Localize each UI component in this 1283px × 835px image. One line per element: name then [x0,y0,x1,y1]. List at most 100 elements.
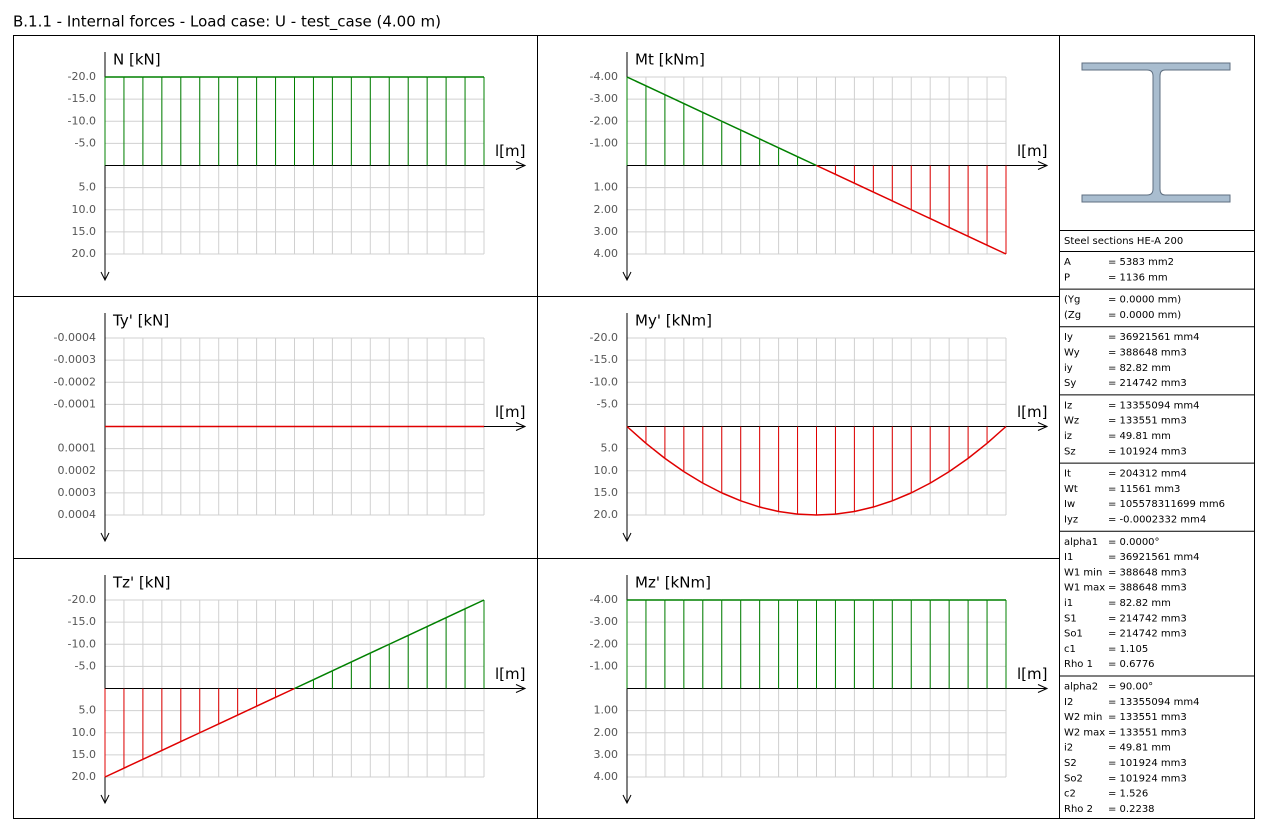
diagram-line [388,634,409,645]
property-value: = 101924 mm3 [1108,758,1187,769]
diagram-line [948,457,969,473]
property-label: A [1064,257,1071,268]
property-value: = 82.82 mm [1108,598,1171,609]
diagram-line [778,147,798,158]
arrow [1037,422,1049,431]
property-label: W1 max [1064,583,1105,594]
y-tick-label: 2.00 [594,726,619,739]
chart-title: My' [kNm] [635,312,712,330]
diagram-line [445,608,466,619]
y-tick-label: -2.00 [590,114,618,127]
diagram-line [161,740,182,752]
x-axis-label: l[m] [1017,403,1047,421]
y-tick-label: 3.00 [594,225,619,238]
property-label: i1 [1064,598,1073,609]
y-tick-label: -10.0 [68,114,96,127]
y-tick-label: -2.00 [590,637,618,650]
diagram-line [464,599,485,610]
arrow [622,532,632,543]
chart-title: Tz' [kN] [112,574,171,592]
property-label: Wz [1064,416,1079,427]
section-shape [1081,62,1231,203]
y-tick-label: 20.0 [594,508,619,521]
property-label: W2 min [1064,712,1102,723]
diagram-line [910,209,931,220]
diagram-line [275,687,295,699]
property-label: I2 [1064,697,1073,708]
arrow [100,271,110,282]
section-name: Steel sections HE-A 200 [1064,236,1183,247]
property-value: = 36921561 mm4 [1108,332,1199,343]
y-tick-label: 20.0 [72,247,97,260]
diagram-line [797,155,817,167]
property-label: Iyz [1064,515,1078,526]
property-value: = 101924 mm3 [1108,773,1187,784]
x-axis-label: l[m] [1017,665,1047,683]
property-label: (Yg [1064,295,1080,306]
diagram-line [778,510,798,515]
y-tick-label: 5.0 [79,181,97,194]
property-value: = 0.0000 mm) [1108,310,1181,321]
diagram-line [683,470,704,484]
property-value: = 1.526 [1108,789,1148,800]
arrow [100,532,110,543]
y-tick-label: 10.0 [594,464,619,477]
y-tick-label: -4.00 [590,70,618,83]
y-tick-label: 15.0 [594,486,619,499]
chart-title: Mz' [kNm] [635,574,711,592]
property-value: = 105578311699 mm6 [1108,499,1225,510]
y-tick-label: 5.0 [601,442,619,455]
y-tick-label: -1.00 [590,659,618,672]
diagram-line [740,500,760,508]
property-label: (Zg [1064,310,1081,321]
diagram-line [816,164,836,176]
arrow [1037,161,1049,170]
chart-title: Ty' [kN] [112,312,169,330]
x-axis-label: l[m] [495,665,525,683]
property-value: = 133551 mm3 [1108,727,1187,738]
property-value: = 11561 mm3 [1108,484,1180,495]
diagram-line [910,482,931,494]
property-value: = 214742 mm3 [1108,629,1187,640]
property-value: = 1136 mm [1108,272,1168,283]
property-value: = 49.81 mm [1108,743,1171,754]
diagram-line [873,191,893,202]
property-value: = 49.81 mm [1108,431,1171,442]
property-label: c2 [1064,789,1076,800]
property-label: Iw [1064,499,1075,510]
y-tick-label: -1.00 [590,136,618,149]
diagram-line [721,492,741,502]
y-tick-label: -5.0 [75,659,96,672]
diagram-line [123,758,144,769]
arrow [515,684,527,693]
diagram-line [369,643,390,654]
diagram-line [645,85,666,96]
diagram-line [721,120,742,131]
diagram-line [835,173,855,184]
property-value: = 5383 mm2 [1108,257,1174,268]
diagram-line [645,442,666,459]
diagram-line [702,482,723,494]
arrow [622,794,632,805]
diagram-line [759,506,779,513]
property-value: = 90.00° [1108,682,1153,693]
diagram-line [332,661,352,672]
diagram-line [986,244,1007,255]
diagram-line [873,500,893,508]
chart-title: N [kN] [113,51,161,69]
y-tick-label: -5.0 [597,397,618,410]
x-axis-label: l[m] [1017,142,1047,160]
property-label: alpha1 [1064,537,1098,548]
y-tick-label: 0.0002 [58,464,97,477]
property-value: = 13355094 mm4 [1108,400,1199,411]
property-value: = 214742 mm3 [1108,378,1187,389]
property-value: = 214742 mm3 [1108,613,1187,624]
diagram-line [702,111,723,122]
diagram-line [929,470,950,484]
property-value: = 0.0000° [1108,537,1160,548]
arrow [515,161,527,170]
y-tick-label: -20.0 [68,70,96,83]
property-label: I1 [1064,552,1073,563]
window-title: B.1.1 - Internal forces - Load case: U -… [13,13,441,32]
